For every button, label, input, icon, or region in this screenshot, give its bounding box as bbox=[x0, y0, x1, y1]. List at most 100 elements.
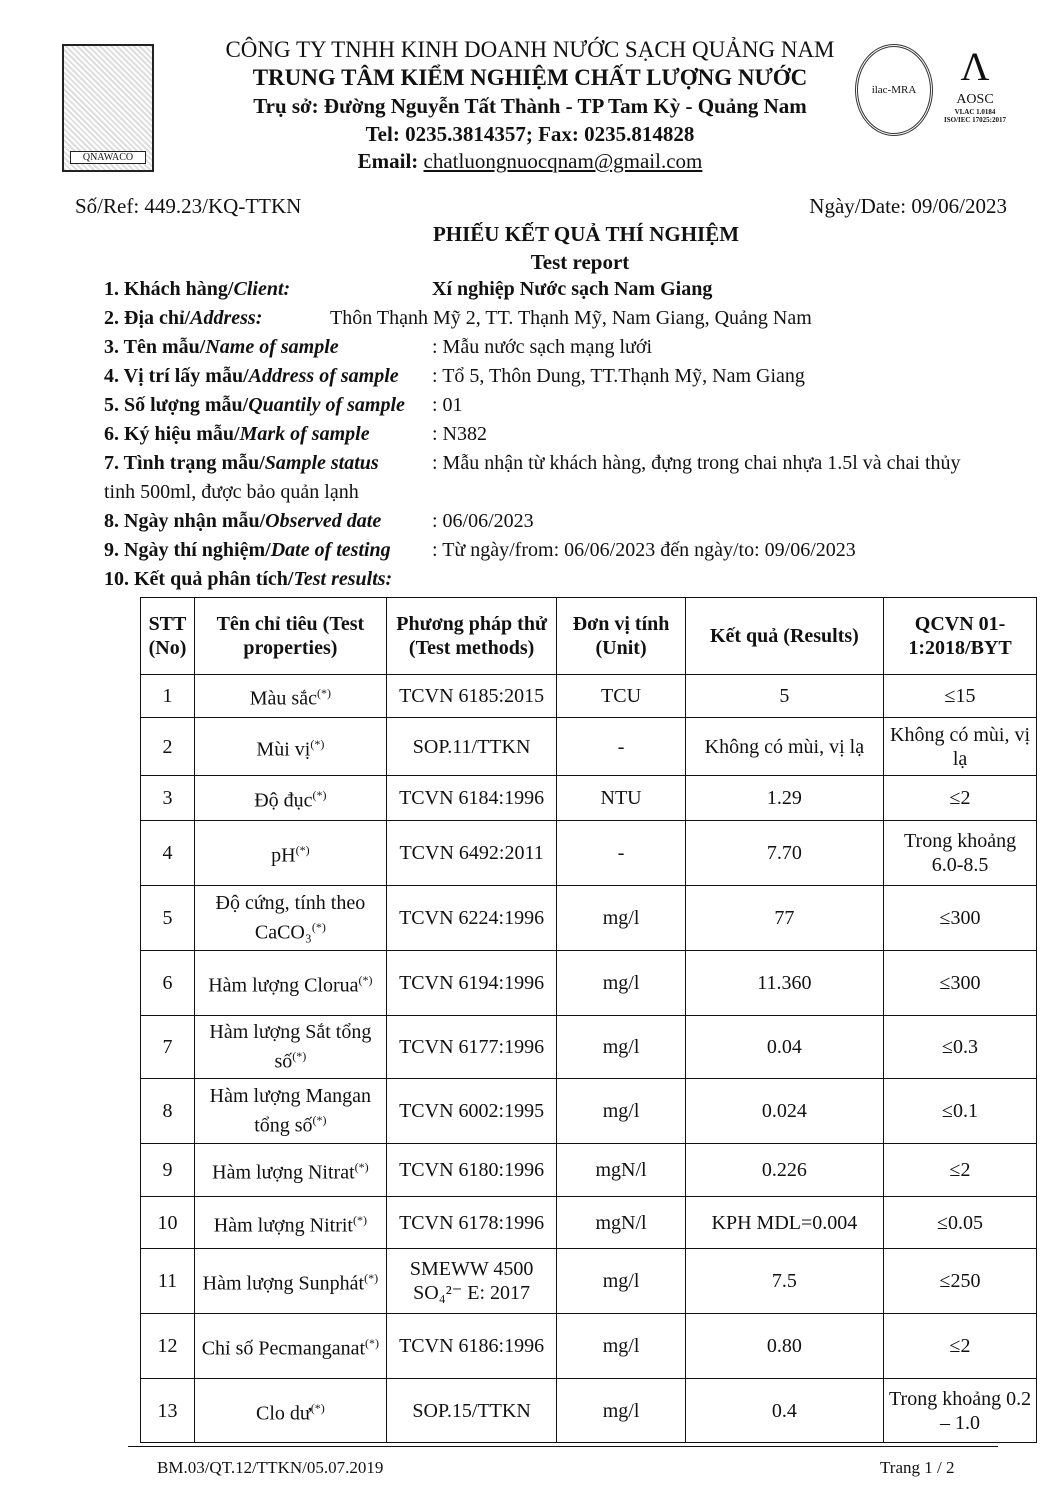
cell-text: ≤250 bbox=[939, 1270, 981, 1292]
table-cell: mgN/l bbox=[556, 1143, 686, 1197]
field-label: 1. Khách hàng/ bbox=[104, 278, 234, 300]
cell-text: ≤0.1 bbox=[942, 1100, 979, 1122]
table-cell: SOP.15/TTKN bbox=[385, 1378, 558, 1443]
table-cell: - bbox=[556, 820, 686, 886]
table-row: 10 Hàm lượng Nitrit(*) TCVN 6178:1996 mgN/l… bbox=[140, 1196, 1037, 1249]
cell-text: mg/l bbox=[602, 1335, 640, 1357]
column-header: Phương pháp thử (Test methods) bbox=[385, 597, 558, 675]
table-cell: 11 bbox=[140, 1248, 195, 1314]
cell-text: TCVN 6177:1996 bbox=[399, 1036, 545, 1058]
table-cell: 0.226 bbox=[684, 1143, 885, 1197]
report-date: Ngày/Date: 09/06/2023 bbox=[809, 194, 1007, 218]
table-cell: 0.04 bbox=[684, 1015, 885, 1079]
table-cell: Độ cứng, tính theo CaCO₃(*) bbox=[193, 885, 387, 951]
cell-text: Chỉ số Pecmanganat bbox=[201, 1337, 366, 1360]
email-link[interactable]: chatluongnuocqnam@gmail.com bbox=[423, 149, 703, 173]
field-label: 8. Ngày nhận mẫu/ bbox=[104, 510, 266, 532]
cell-text: Mùi vị bbox=[256, 738, 311, 761]
cell-text: TCVN 6194:1996 bbox=[399, 972, 545, 994]
field-5: 5. Số lượng mẫu/Quantily of sample bbox=[104, 394, 405, 417]
table-cell: ≤0.05 bbox=[883, 1196, 1037, 1249]
table-cell: SOP.11/TTKN bbox=[385, 717, 558, 776]
column-header: Tên chỉ tiêu (Test properties) bbox=[193, 597, 387, 675]
email-line: Email: chatluongnuocqnam@gmail.com bbox=[150, 147, 910, 175]
table-cell: 4 bbox=[140, 820, 195, 886]
cell-text: Clo dư bbox=[256, 1402, 311, 1425]
table-cell: mg/l bbox=[556, 1015, 686, 1079]
table-cell: Trong khoảng 0.2 – 1.0 bbox=[883, 1378, 1037, 1443]
table-cell: 6 bbox=[140, 950, 195, 1016]
cell-text: ≤2 bbox=[949, 787, 971, 809]
accredited-note: (*) bbox=[310, 1400, 325, 1415]
company-name: CÔNG TY TNHH KINH DOANH NƯỚC SẠCH QUẢNG … bbox=[225, 37, 835, 62]
table-cell: 8 bbox=[140, 1078, 195, 1144]
form-code: BM.03/QT.12/TTKN/05.07.2019 bbox=[157, 1458, 384, 1477]
table-cell: 0.80 bbox=[684, 1313, 885, 1379]
table-row: 5 Độ cứng, tính theo CaCO₃(*) TCVN 6224:19… bbox=[140, 885, 1037, 951]
table-cell: TCVN 6186:1996 bbox=[385, 1313, 558, 1379]
cell-text: NTU bbox=[600, 787, 642, 809]
cell-text: TCVN 6178:1996 bbox=[399, 1211, 545, 1234]
table-row: 7 Hàm lượng Sắt tổng số(*) TCVN 6177:1996 m… bbox=[140, 1015, 1037, 1079]
logo-text: QNAWACO bbox=[70, 151, 146, 164]
cell-text: 10 bbox=[157, 1211, 178, 1234]
field-6: 6. Ký hiệu mẫu/Mark of sample bbox=[104, 423, 370, 446]
cell-text: mg/l bbox=[602, 907, 640, 929]
table-row: 4 pH(*) TCVN 6492:2011 - 7.70 Trong khoảng 6.… bbox=[140, 820, 1037, 886]
cell-text: Không có mùi, vị lạ bbox=[890, 723, 1031, 770]
table-row: 12 Chỉ số Pecmanganat(*) TCVN 6186:1996 mg/… bbox=[140, 1313, 1037, 1379]
field-3: 3. Tên mẫu/Name of sample bbox=[104, 336, 339, 359]
table-row: 1 Màu sắc(*) TCVN 6185:2015 TCU 5 ≤15 bbox=[140, 674, 1037, 718]
cell-text: KPH MDL=0.004 bbox=[711, 1211, 858, 1234]
table-cell: Độ đục(*) bbox=[193, 775, 387, 821]
cell-text: TCVN 6185:2015 bbox=[399, 685, 545, 707]
cell-text: ≤2 bbox=[949, 1159, 971, 1181]
table-row: 13 Clo dư(*) SOP.15/TTKN mg/l 0.4 Trong khoản… bbox=[140, 1378, 1037, 1443]
table-cell: 5 bbox=[140, 885, 195, 951]
table-cell: Hàm lượng Mangan tổng số(*) bbox=[193, 1078, 387, 1144]
table-cell: ≤0.3 bbox=[883, 1015, 1037, 1079]
field-value: : Từ ngày/from: 06/06/2023 đến ngày/to: … bbox=[432, 539, 856, 561]
table-cell: ≤2 bbox=[883, 1313, 1037, 1379]
field-4: 4. Vị trí lấy mẫu/Address of sample bbox=[104, 365, 399, 388]
field-label-en: Date of testing bbox=[270, 539, 391, 561]
cell-text: ≤0.3 bbox=[942, 1036, 979, 1058]
table-cell: 77 bbox=[684, 885, 885, 951]
column-header: Kết quả (Results) bbox=[684, 597, 885, 675]
cell-text: mgN/l bbox=[595, 1211, 647, 1234]
cell-text: 3 bbox=[162, 787, 173, 809]
table-cell: Clo dư(*) bbox=[193, 1378, 387, 1443]
table-row: 3 Độ đục(*) TCVN 6184:1996 NTU 1.29 ≤2 bbox=[140, 775, 1037, 821]
cell-text: SMEWW 4500 SO₄²⁻ E: 2017 bbox=[409, 1258, 534, 1304]
accredited-note: (*) bbox=[316, 686, 331, 701]
table-cell: TCVN 6194:1996 bbox=[385, 950, 558, 1016]
cell-text: 0.226 bbox=[761, 1159, 807, 1181]
field-value: Thôn Thạnh Mỹ 2, TT. Thạnh Mỹ, Nam Giang… bbox=[330, 307, 812, 329]
table-cell: ≤2 bbox=[883, 1143, 1037, 1197]
cell-text: 11.360 bbox=[757, 972, 812, 994]
cell-text: SOP.15/TTKN bbox=[412, 1399, 531, 1422]
table-row: 6 Hàm lượng Clorua(*) TCVN 6194:1996 mg/l 11… bbox=[140, 950, 1037, 1016]
table-cell: ≤300 bbox=[883, 885, 1037, 951]
field-value: : N382 bbox=[432, 423, 487, 445]
field-value: : Mẫu nước sạch mạng lưới bbox=[432, 336, 653, 358]
table-cell: mgN/l bbox=[556, 1196, 686, 1249]
cell-text: mg/l bbox=[602, 1399, 640, 1422]
field-value-cont: tinh 500ml, được bảo quản lạnh bbox=[104, 481, 359, 503]
field-7: 7. Tình trạng mẫu/Sample status bbox=[104, 452, 379, 475]
field-label: 2. Địa chỉ/ bbox=[104, 307, 191, 329]
cell-text: 7.70 bbox=[766, 842, 802, 864]
cell-text: 7.5 bbox=[771, 1270, 797, 1292]
table-row: 2 Mùi vị(*) SOP.11/TTKN - Không có mùi, vị l… bbox=[140, 717, 1037, 776]
cell-text: Màu sắc bbox=[249, 687, 317, 710]
cell-text: 1 bbox=[162, 685, 173, 707]
cell-text: 77 bbox=[774, 907, 795, 929]
field-label: 9. Ngày thí nghiệm/ bbox=[104, 539, 271, 561]
cell-text: Hàm lượng Nitrit bbox=[213, 1214, 353, 1237]
cell-text: mgN/l bbox=[595, 1159, 647, 1181]
table-cell: TCU bbox=[556, 674, 686, 718]
accredited-note: (*) bbox=[365, 1336, 380, 1351]
field-label-en: Client: bbox=[233, 278, 291, 300]
cell-text: - bbox=[617, 735, 625, 758]
ilac-text: ilac-MRA bbox=[871, 84, 917, 96]
